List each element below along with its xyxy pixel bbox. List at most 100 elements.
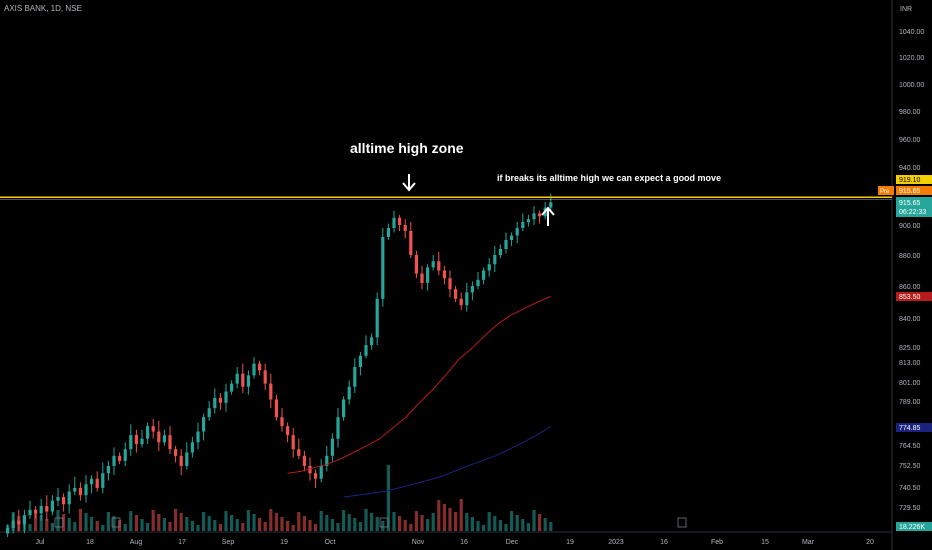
volume-bar — [196, 525, 200, 531]
x-tick-label: Jul — [36, 539, 45, 546]
volume-bar — [22, 520, 26, 531]
candle-body — [202, 417, 206, 432]
candle-body — [521, 222, 525, 228]
candle-body — [106, 465, 110, 474]
volume-bar — [157, 514, 161, 531]
candle-body — [409, 231, 413, 255]
volume-bar — [375, 517, 379, 531]
ma-short-badge-bg — [896, 292, 932, 301]
volume-bar — [246, 510, 250, 531]
candle-body — [146, 426, 150, 439]
x-tick-label: 15 — [761, 539, 769, 546]
candle-body — [179, 455, 183, 466]
volume-bar — [504, 524, 508, 531]
y-tick-label: 1020.00 — [899, 55, 924, 62]
volume-bar — [252, 514, 256, 531]
volume-bar — [381, 521, 385, 531]
volume-bar — [280, 517, 284, 531]
candle-body — [353, 367, 357, 387]
volume-bar — [347, 514, 351, 531]
last-price-badge-bg — [896, 197, 932, 217]
x-tick-label: 17 — [178, 539, 186, 546]
candle-body — [224, 391, 228, 403]
candle-body — [448, 278, 452, 290]
volume-bar — [470, 517, 474, 531]
pre-price-badge-bg — [896, 186, 932, 195]
candle-body — [308, 465, 312, 474]
volume-bar — [140, 519, 144, 531]
candle-body — [325, 455, 329, 466]
candle-body — [112, 455, 116, 466]
volume-bar — [45, 519, 49, 531]
volume-bar — [207, 516, 211, 531]
candle-body — [291, 435, 295, 450]
candle-body — [370, 337, 374, 346]
volume-bar — [73, 522, 77, 531]
candle-body — [297, 449, 301, 456]
volume-bar — [118, 520, 122, 531]
y-tick-label: 813.00 — [899, 360, 921, 367]
candle-body — [504, 240, 508, 249]
currency-label: INR — [900, 6, 912, 13]
y-tick-label: 980.00 — [899, 109, 921, 116]
candle-body — [45, 506, 49, 512]
candle-body — [482, 270, 486, 280]
candle-body — [190, 442, 194, 453]
volume-bar — [442, 504, 446, 531]
candle-body — [95, 478, 99, 488]
volume-bar — [179, 513, 183, 531]
candle-body — [123, 449, 127, 461]
volume-bar — [101, 525, 105, 531]
volume-bar — [414, 511, 418, 531]
volume-bar — [487, 512, 491, 531]
volume-bar — [291, 525, 295, 531]
y-tick-label: 729.50 — [899, 505, 921, 512]
x-tick-label: Sep — [222, 539, 235, 546]
volume-bar — [515, 515, 519, 531]
candle-body — [101, 473, 105, 488]
symbol-title: AXIS BANK, 1D, NSE — [4, 4, 82, 13]
y-tick-label: 1040.00 — [899, 29, 924, 36]
volume-bar — [90, 517, 94, 531]
volume-bar — [34, 511, 38, 531]
candle-body — [252, 363, 256, 376]
volume-bar — [330, 519, 334, 531]
candle-body — [386, 228, 390, 237]
candle-body — [398, 217, 402, 225]
x-tick-label: 18 — [86, 539, 94, 546]
volume-bar — [448, 508, 452, 531]
candle-body — [498, 249, 502, 255]
candle-body — [437, 261, 441, 271]
candle-body — [274, 399, 278, 418]
y-tick-label: 960.00 — [899, 137, 921, 144]
candle-body — [241, 373, 245, 387]
candle-body — [414, 255, 418, 274]
volume-bar — [235, 519, 239, 531]
volume-bar — [325, 515, 329, 531]
volume-bar — [364, 509, 368, 531]
candle-body — [230, 383, 234, 392]
volume-bar — [62, 514, 66, 531]
x-tick-label: 19 — [280, 539, 288, 546]
candle-body — [319, 465, 323, 479]
volume-bar — [84, 513, 88, 531]
ma-long-badge-bg — [896, 423, 932, 432]
x-tick-label: 19 — [566, 539, 574, 546]
volume-bar — [426, 519, 430, 531]
candle-body — [151, 426, 155, 432]
volume-bar — [129, 511, 133, 531]
volume-bar — [476, 521, 480, 531]
volume-bar — [431, 513, 435, 531]
candle-body — [549, 202, 553, 208]
candle-body — [168, 435, 172, 450]
candle-body — [90, 478, 94, 485]
volume-bar — [549, 522, 553, 531]
y-tick-label: 1000.00 — [899, 82, 924, 89]
volume-bar — [258, 518, 262, 531]
y-tick-label: 764.50 — [899, 443, 921, 450]
x-tick-label: 16 — [460, 539, 468, 546]
candle-body — [263, 370, 267, 384]
volume-bar — [543, 518, 547, 531]
volume-bar — [213, 520, 217, 531]
